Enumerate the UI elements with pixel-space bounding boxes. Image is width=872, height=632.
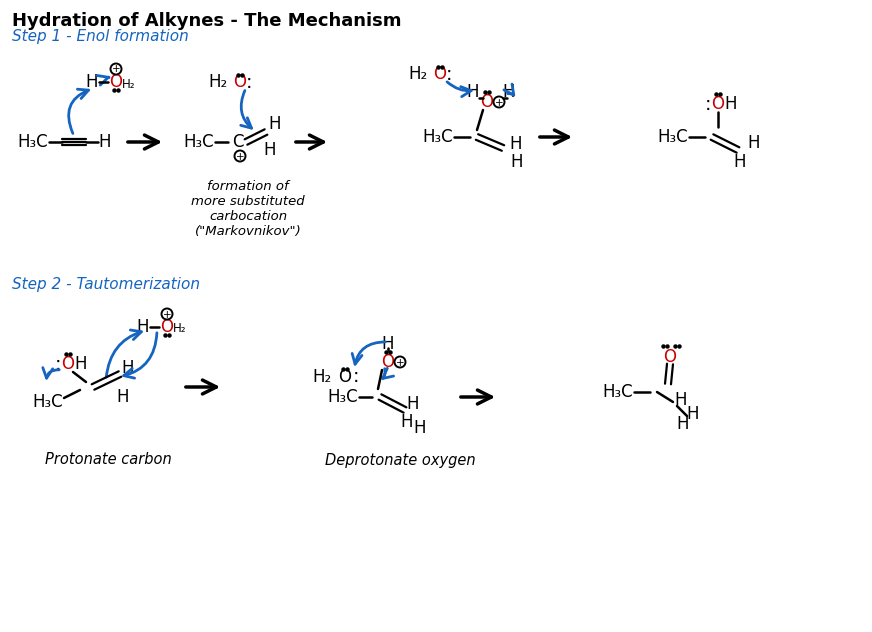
Text: H₃C: H₃C [17, 133, 48, 151]
Text: H₂: H₂ [122, 78, 136, 90]
Text: H: H [122, 359, 134, 377]
Text: H₂: H₂ [409, 65, 428, 83]
Text: Step 1 - Enol formation: Step 1 - Enol formation [12, 29, 188, 44]
Text: O: O [110, 73, 122, 91]
Text: H₃C: H₃C [183, 133, 214, 151]
Text: H₂: H₂ [313, 368, 332, 386]
Text: +: + [163, 310, 171, 320]
Text: O: O [234, 73, 247, 91]
Text: H: H [747, 134, 760, 152]
Text: H₃C: H₃C [32, 393, 63, 411]
Text: Deprotonate oxygen: Deprotonate oxygen [324, 453, 475, 468]
Text: O: O [664, 348, 677, 366]
Text: H: H [269, 115, 282, 133]
Text: H₂: H₂ [174, 322, 187, 336]
Text: H: H [503, 83, 515, 101]
Text: formation of
more substituted
carbocation
("Markovnikov"): formation of more substituted carbocatio… [191, 180, 305, 238]
Text: Protonate carbon: Protonate carbon [44, 453, 172, 468]
Text: H: H [117, 388, 129, 406]
Text: H: H [137, 318, 149, 336]
Text: H: H [99, 133, 112, 151]
Text: :: : [446, 64, 453, 83]
Text: +: + [494, 97, 503, 107]
Text: H: H [382, 335, 394, 353]
Text: O: O [338, 368, 351, 386]
Text: H: H [85, 73, 99, 91]
Text: H: H [725, 95, 737, 113]
Text: H₃C: H₃C [603, 383, 633, 401]
Text: :: : [353, 367, 359, 387]
Text: H: H [677, 415, 689, 433]
Text: H: H [401, 413, 413, 431]
Text: :: : [246, 73, 252, 92]
Text: H₃C: H₃C [327, 388, 358, 406]
Text: H: H [733, 153, 746, 171]
Text: H: H [413, 419, 426, 437]
Text: Step 2 - Tautomerization: Step 2 - Tautomerization [12, 277, 200, 292]
Text: H: H [675, 391, 687, 409]
Text: O: O [433, 65, 446, 83]
Text: H: H [75, 355, 87, 373]
Text: H: H [509, 135, 521, 153]
Text: O: O [382, 353, 394, 371]
Text: O: O [160, 318, 174, 336]
Text: H: H [687, 405, 699, 423]
Text: C: C [232, 133, 244, 151]
Text: H: H [406, 395, 419, 413]
Text: O: O [712, 95, 725, 113]
Text: H₂: H₂ [208, 73, 228, 91]
Text: +: + [235, 152, 244, 162]
Text: H₃C: H₃C [422, 128, 453, 146]
Text: +: + [396, 358, 405, 367]
Text: :: : [55, 355, 61, 374]
Text: +: + [112, 64, 120, 75]
Text: H: H [263, 141, 276, 159]
Text: Hydration of Alkynes - The Mechanism: Hydration of Alkynes - The Mechanism [12, 12, 401, 30]
Text: O: O [62, 355, 74, 373]
Text: :: : [705, 95, 712, 114]
Text: H: H [511, 153, 523, 171]
Text: H: H [467, 83, 480, 101]
Text: O: O [480, 93, 494, 111]
Text: H₃C: H₃C [657, 128, 688, 146]
